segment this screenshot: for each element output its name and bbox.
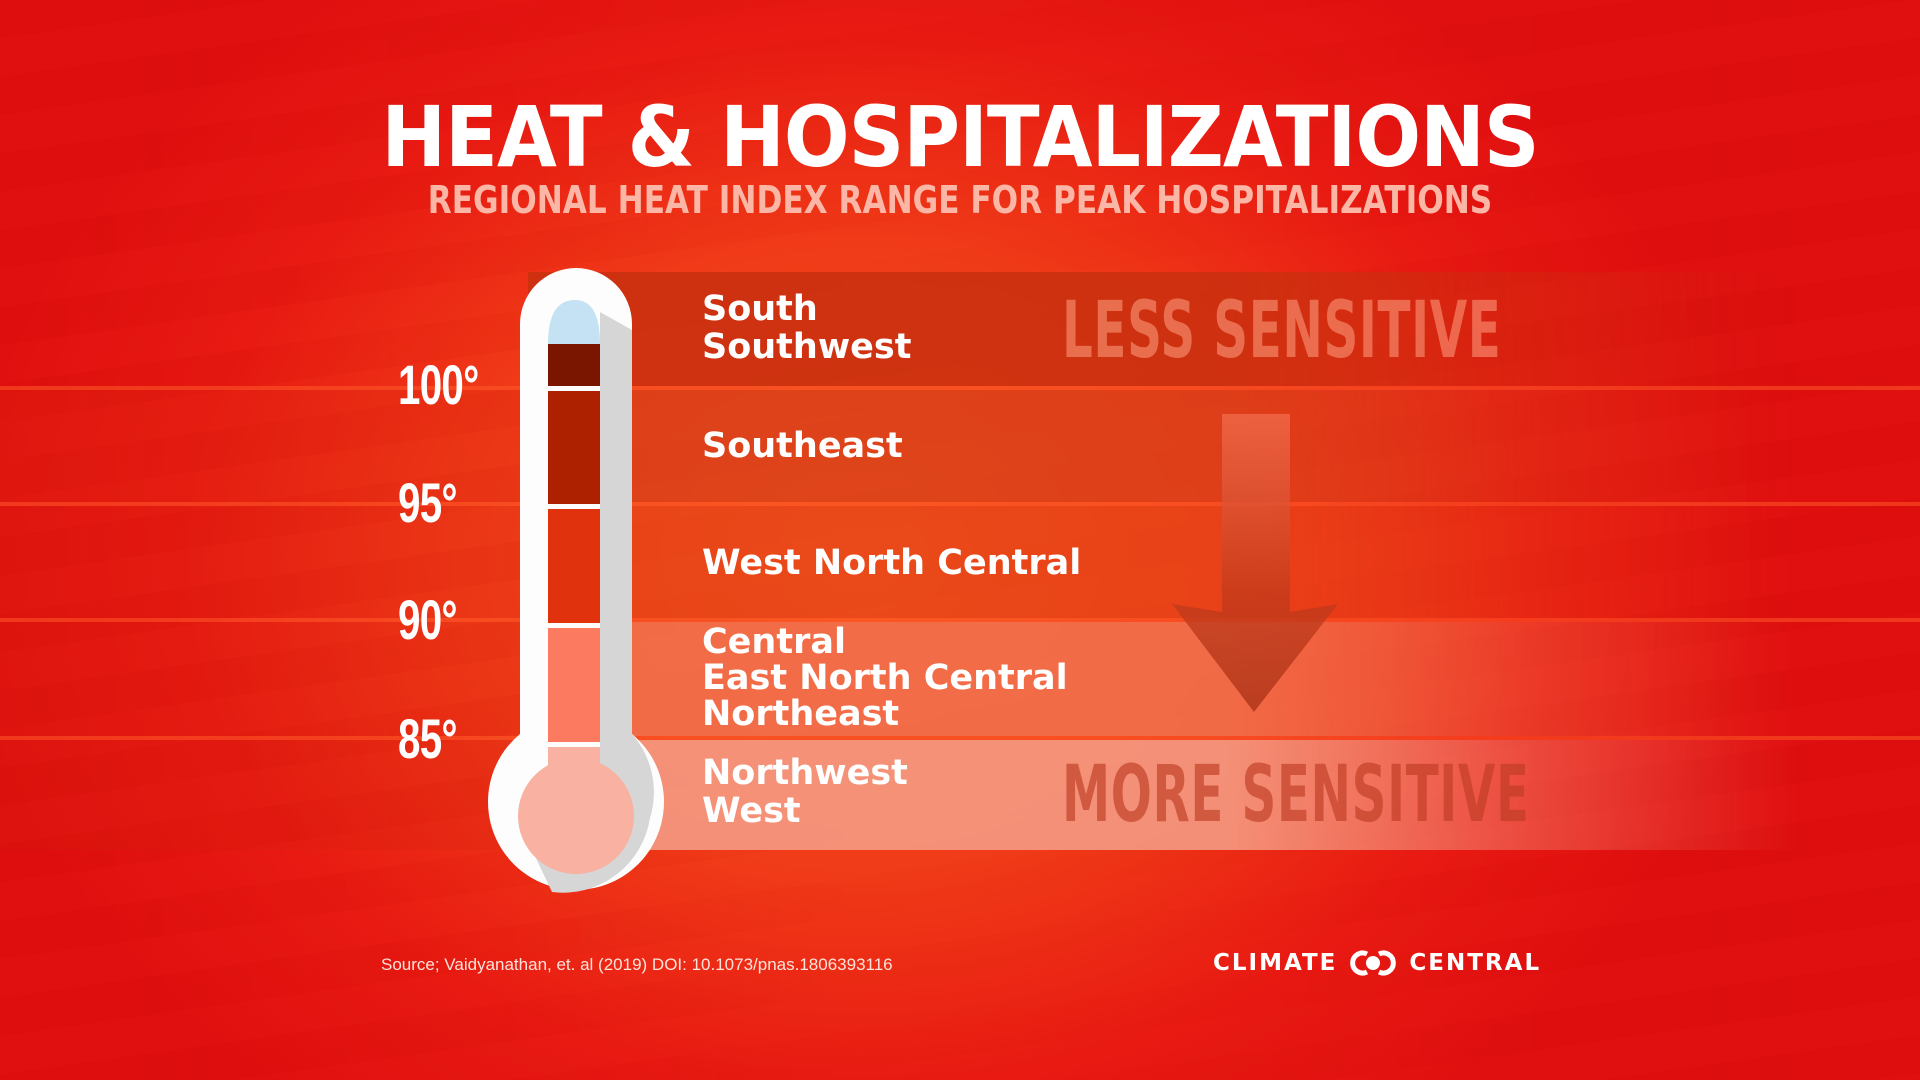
region-central: Central [702,622,846,662]
region-south: South [702,289,818,329]
thermometer-icon [488,268,664,893]
region-west: West [702,791,801,831]
divider [0,736,1920,740]
region-northwest: Northwest [702,753,908,793]
band-left-3 [0,506,528,618]
segment-1 [548,344,600,386]
divider [0,386,1920,390]
source-citation: Source; Vaidyanathan, et. al (2019) DOI:… [381,955,893,974]
band-left-5 [0,740,528,850]
divider [0,502,1920,506]
band-1 [528,272,1800,386]
less-sensitive-label: LESS SENSITIVE [1062,286,1502,376]
region-southwest: Southwest [702,327,912,367]
logo-text-left: CLIMATE [1213,950,1338,976]
band-4 [528,622,1800,736]
tick-95: 95° [398,471,458,534]
band-label-3: West North Central [702,544,1081,582]
band-2 [528,390,1800,502]
region-southeast: Southeast [702,426,903,466]
segment-4 [548,628,600,742]
region-west-north-central: West North Central [702,543,1082,583]
page-subtitle: REGIONAL HEAT INDEX RANGE FOR PEAK HOSPI… [427,178,1493,222]
band-left-4 [0,622,528,736]
tick-90: 90° [398,588,458,651]
region-northeast: Northeast [702,694,900,734]
logo-rings-icon [1350,950,1397,976]
arrow-down-icon [1172,414,1338,712]
tick-85: 85° [398,707,458,770]
band-label-4: Central East North Central Northeast [702,624,1068,732]
band-left-2 [0,390,528,502]
band-label-1: South Southwest [702,290,911,366]
band-label-2: Southeast [702,427,903,465]
band-3 [528,506,1800,618]
page-title: HEAT & HOSPITALIZATIONS [381,88,1539,186]
segment-2 [548,391,600,504]
tick-100: 100° [398,353,479,416]
logo-text-right: CENTRAL [1409,950,1542,976]
band-label-5: Northwest West [702,754,908,830]
segment-3 [548,509,600,623]
region-east-north-central: East North Central [702,658,1068,698]
climate-central-logo: CLIMATE CENTRAL [1213,950,1541,976]
more-sensitive-label: MORE SENSITIVE [1062,750,1530,840]
band-5 [528,740,1800,850]
divider [0,618,1920,622]
